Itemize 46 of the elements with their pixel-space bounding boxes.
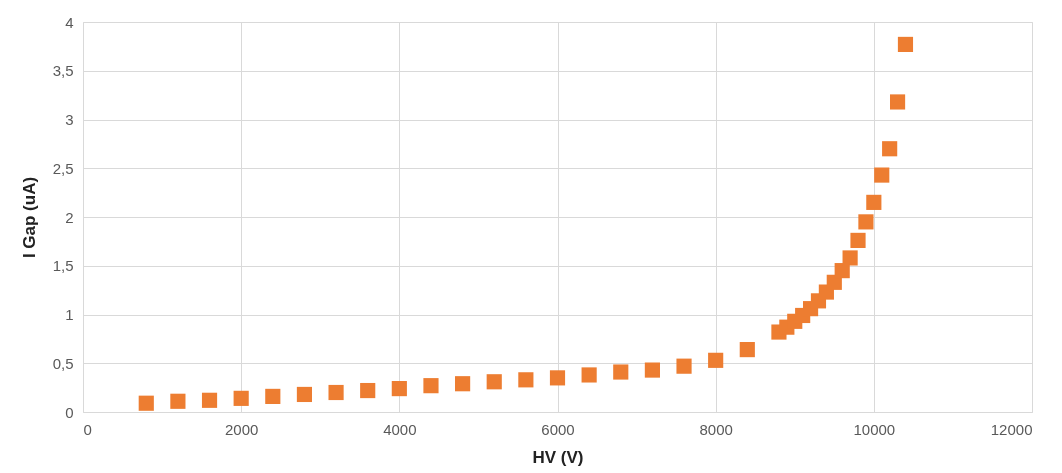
point	[170, 393, 186, 409]
y-tick-label: 2,5	[52, 159, 74, 177]
point	[874, 167, 890, 183]
x-tick-label: 6000	[541, 420, 575, 438]
point	[233, 390, 249, 406]
point	[858, 214, 874, 230]
point	[486, 374, 502, 390]
y-tick-label: 4	[65, 13, 74, 31]
point	[882, 141, 898, 157]
point	[328, 384, 344, 401]
y-tick-label: 3,5	[52, 62, 74, 80]
point	[644, 362, 660, 378]
point	[455, 376, 471, 392]
x-tick-label: 10000	[853, 420, 896, 438]
point	[866, 194, 882, 210]
point	[708, 352, 724, 368]
point	[676, 358, 692, 374]
y-tick-label: 0	[65, 403, 74, 421]
point	[296, 386, 313, 403]
x-tick-label: 8000	[699, 420, 733, 438]
x-tick-label: 12000	[990, 420, 1033, 438]
point	[889, 94, 906, 110]
x-tick-label: 2000	[224, 420, 259, 438]
x-axis-title: HV (V)	[532, 447, 584, 467]
point	[518, 372, 534, 388]
point	[391, 381, 407, 397]
y-tick-label: 3	[65, 111, 74, 128]
point	[613, 364, 629, 380]
y-tick-label: 0,5	[52, 354, 74, 372]
point	[842, 250, 858, 266]
point	[138, 395, 154, 411]
y-tick-label: 1	[65, 306, 74, 323]
point	[360, 382, 376, 399]
point	[581, 367, 597, 383]
y-axis-title: I Gap (uA)	[19, 176, 39, 259]
point	[739, 342, 755, 358]
point	[850, 232, 866, 248]
point	[549, 370, 566, 386]
y-tick-label: 1,5	[52, 257, 74, 275]
y-tick-label: 2	[65, 208, 74, 226]
point	[423, 378, 439, 394]
point	[201, 392, 218, 408]
x-tick-label: 4000	[383, 420, 417, 438]
point	[897, 36, 914, 53]
point	[265, 388, 281, 404]
x-tick-label: 0	[83, 420, 92, 438]
